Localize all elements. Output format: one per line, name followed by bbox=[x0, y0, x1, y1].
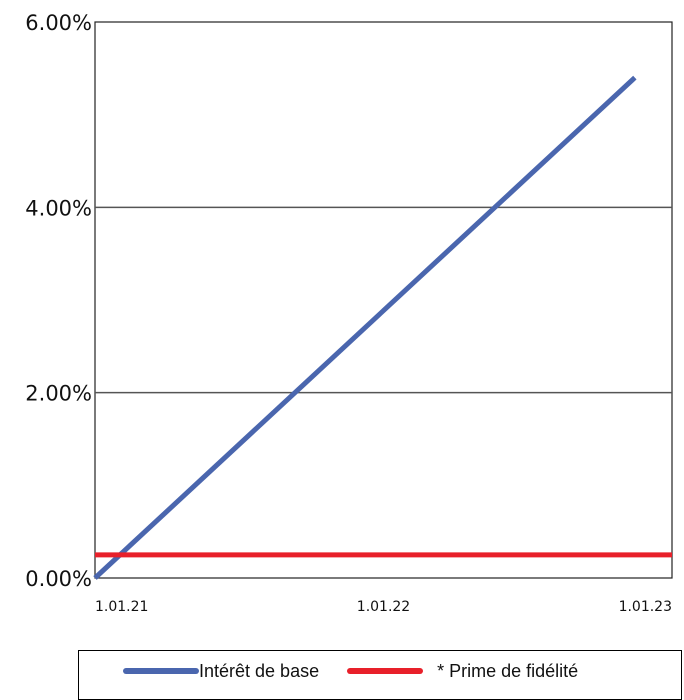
y-tick-label: 4.00% bbox=[25, 196, 92, 220]
y-tick-label: 2.00% bbox=[25, 382, 92, 406]
grid-layer bbox=[94, 21, 673, 579]
legend-label-prime-de-fidelite: * Prime de fidélité bbox=[437, 660, 579, 681]
x-tick-label: 1.01.23 bbox=[619, 599, 672, 615]
legend-item-prime-de-fidelite: * Prime de fidélité bbox=[347, 656, 578, 686]
legend-swatch-red bbox=[347, 668, 424, 674]
x-tick-label: 1.01.22 bbox=[357, 599, 410, 615]
x-tick-label: 1.01.21 bbox=[95, 599, 148, 615]
y-tick-label: 6.00% bbox=[25, 11, 92, 35]
x-axis-ticks: 1.01.21 1.01.22 1.01.23 bbox=[95, 599, 672, 615]
legend-label-interet-de-base: Intérêt de base bbox=[199, 660, 320, 681]
series-layer bbox=[93, 75, 672, 580]
plot-frame bbox=[94, 21, 673, 579]
legend-item-interet-de-base: Intérêt de base bbox=[123, 656, 319, 686]
series-line-0 bbox=[93, 75, 637, 580]
y-axis-ticks: 0.00% 2.00% 4.00% 6.00% bbox=[25, 11, 92, 591]
legend-swatch-blue bbox=[123, 668, 199, 674]
y-tick-label: 0.00% bbox=[25, 567, 92, 591]
legend: Intérêt de base * Prime de fidélité bbox=[78, 650, 682, 700]
